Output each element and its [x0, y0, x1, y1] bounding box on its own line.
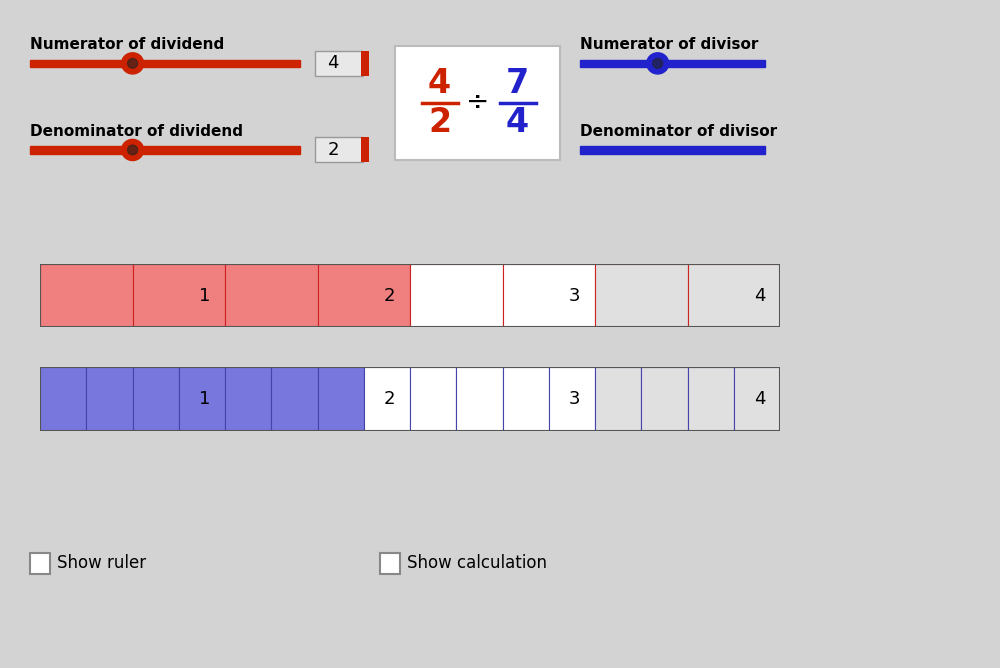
Text: 2: 2	[428, 106, 451, 138]
Text: 2: 2	[327, 141, 339, 159]
Bar	[30, 553, 50, 574]
Bar	[225, 264, 318, 327]
Bar	[641, 367, 688, 431]
Bar	[40, 367, 86, 431]
Text: Numerator of divisor: Numerator of divisor	[580, 37, 758, 52]
Bar	[410, 264, 503, 327]
Bar	[132, 367, 179, 431]
Text: 4: 4	[327, 54, 339, 72]
Bar	[688, 367, 734, 431]
Text: 4: 4	[506, 106, 529, 138]
Text: 7: 7	[506, 67, 529, 100]
Bar	[395, 46, 560, 160]
Text: ÷: ÷	[466, 89, 489, 117]
Bar	[456, 367, 503, 431]
Circle shape	[647, 53, 669, 74]
Text: Show calculation: Show calculation	[407, 554, 547, 572]
Text: 4: 4	[428, 67, 451, 100]
Text: Numerator of dividend: Numerator of dividend	[30, 37, 224, 52]
Circle shape	[122, 53, 144, 74]
Bar	[410, 367, 456, 431]
Bar	[595, 367, 641, 431]
Text: 1: 1	[199, 390, 210, 408]
Bar	[364, 367, 410, 431]
Bar	[318, 264, 410, 327]
Bar	[688, 264, 780, 327]
Bar	[30, 59, 300, 67]
Bar	[361, 138, 369, 162]
Circle shape	[128, 59, 138, 68]
Circle shape	[122, 140, 144, 160]
Bar	[503, 264, 595, 327]
Text: 2: 2	[384, 287, 395, 305]
Bar	[580, 146, 765, 154]
Bar	[315, 138, 363, 162]
Bar	[225, 367, 271, 431]
Bar	[549, 367, 595, 431]
Bar	[271, 367, 318, 431]
Text: 2: 2	[384, 390, 395, 408]
Bar	[380, 553, 400, 574]
Text: 3: 3	[569, 287, 580, 305]
Bar	[318, 367, 364, 431]
Text: 4: 4	[754, 390, 765, 408]
Bar	[361, 51, 369, 76]
Bar	[86, 367, 132, 431]
Bar	[40, 264, 132, 327]
Bar	[503, 367, 549, 431]
Bar	[595, 264, 688, 327]
Bar	[734, 367, 780, 431]
Text: 4: 4	[754, 287, 765, 305]
Text: Denominator of divisor: Denominator of divisor	[580, 124, 777, 139]
Bar	[179, 367, 225, 431]
Bar	[132, 264, 225, 327]
Text: 1: 1	[199, 287, 210, 305]
Circle shape	[653, 59, 663, 68]
Circle shape	[128, 145, 138, 155]
Text: Show ruler: Show ruler	[57, 554, 146, 572]
Bar	[315, 51, 363, 76]
Text: Denominator of dividend: Denominator of dividend	[30, 124, 243, 139]
Bar	[580, 59, 765, 67]
Text: 3: 3	[569, 390, 580, 408]
Bar	[30, 146, 300, 154]
